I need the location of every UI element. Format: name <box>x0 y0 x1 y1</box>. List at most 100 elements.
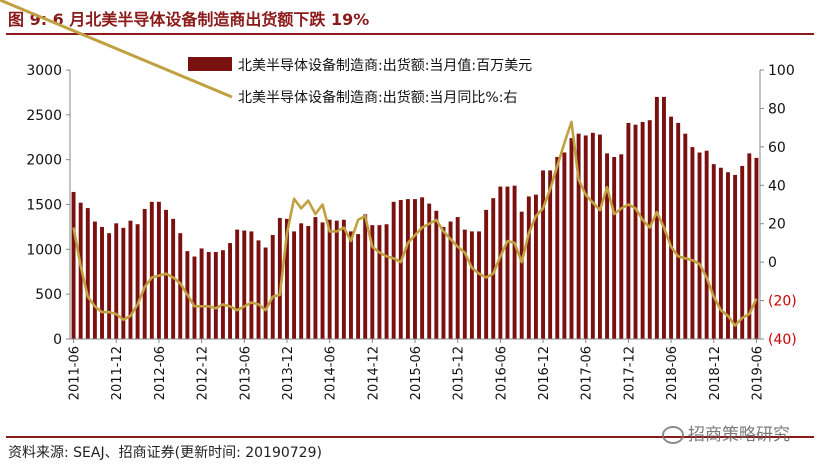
wechat-icon <box>662 426 684 444</box>
x-tick-label: 2014-06 <box>324 346 339 400</box>
x-tick-label: 2012-06 <box>153 346 168 400</box>
bar <box>271 235 275 339</box>
bar <box>648 120 652 339</box>
legend: 北美半导体设备制造商:出货额:当月值:百万美元 北美半导体设备制造商:出货额:当… <box>0 0 532 106</box>
bar <box>420 197 424 339</box>
bar <box>356 234 360 339</box>
bar <box>634 125 638 339</box>
legend-line-label: 北美半导体设备制造商:出货额:当月同比%:右 <box>238 89 517 106</box>
bar <box>584 135 588 339</box>
bar <box>506 187 510 339</box>
x-tick-label: 2018-06 <box>665 346 680 400</box>
right-tick-label: 0 <box>768 255 777 271</box>
bar <box>235 230 239 339</box>
x-tick-label: 2019-06 <box>750 346 765 400</box>
bar <box>520 212 524 339</box>
bar <box>392 202 396 339</box>
bar <box>456 217 460 339</box>
bar <box>249 231 253 339</box>
bar <box>676 123 680 339</box>
axes: 0 500 1000 1500 2000 2500 3000 (40) (20) 0 20 40 60 8… <box>26 63 796 400</box>
bar <box>114 223 118 339</box>
bar <box>385 224 389 339</box>
bar <box>690 147 694 339</box>
bar <box>698 152 702 339</box>
legend-bar-label: 北美半导体设备制造商:出货额:当月值:百万美元 <box>238 57 532 74</box>
bar <box>740 166 744 339</box>
bar <box>93 222 97 339</box>
bar <box>257 240 261 339</box>
bar <box>221 250 225 339</box>
left-tick-label: 2000 <box>26 153 62 169</box>
legend-bar-swatch <box>188 57 232 71</box>
bar <box>377 225 381 339</box>
bar <box>86 208 90 339</box>
x-tick-label: 2013-12 <box>281 346 296 400</box>
x-tick-label: 2016-12 <box>537 346 552 400</box>
bar <box>292 231 296 339</box>
bar <box>562 152 566 339</box>
right-tick-label: 60 <box>768 140 786 156</box>
left-tick-label: 0 <box>53 332 62 348</box>
bar <box>242 231 246 340</box>
x-tick-label: 2014-12 <box>366 346 381 400</box>
bar <box>214 252 218 339</box>
right-tick-label: 100 <box>768 63 795 79</box>
x-tick-label: 2018-12 <box>708 346 723 400</box>
bar <box>612 157 616 339</box>
bar <box>264 248 268 339</box>
x-tick-label: 2016-06 <box>494 346 509 400</box>
bar <box>363 214 367 339</box>
right-tick-label: 40 <box>768 178 786 194</box>
x-tick-label: 2013-06 <box>238 346 253 400</box>
bar <box>434 211 438 339</box>
bar <box>513 186 517 339</box>
bar <box>413 199 417 339</box>
bar <box>207 252 211 339</box>
bar <box>626 123 630 339</box>
x-tick-label: 2017-12 <box>622 346 637 400</box>
right-tick-label: 80 <box>768 101 786 117</box>
right-tick-label: (40) <box>768 332 797 348</box>
bar <box>157 202 161 339</box>
bar <box>555 157 559 339</box>
bar <box>150 202 154 339</box>
bar <box>335 221 339 339</box>
bar <box>754 158 758 339</box>
bar <box>299 223 303 339</box>
bar <box>136 224 140 339</box>
bar <box>100 227 104 339</box>
left-tick-label: 3000 <box>26 63 62 79</box>
x-tick-label: 2015-06 <box>409 346 424 400</box>
bar <box>477 231 481 339</box>
x-tick-label: 2011-06 <box>68 346 83 400</box>
legend-line-swatch <box>0 0 232 97</box>
x-tick-label: 2015-12 <box>452 346 467 400</box>
bar <box>406 199 410 339</box>
bar <box>605 153 609 339</box>
bar <box>442 227 446 339</box>
bar <box>143 209 147 339</box>
bar <box>342 220 346 339</box>
bar <box>463 230 467 339</box>
bar <box>129 221 133 339</box>
bar <box>470 231 474 339</box>
bar <box>72 192 76 339</box>
bar <box>399 200 403 339</box>
left-tick-label: 1500 <box>26 198 62 214</box>
bar <box>313 217 317 339</box>
bar <box>719 168 723 339</box>
bar <box>712 164 716 339</box>
bar <box>641 122 645 339</box>
bar <box>619 154 623 339</box>
bar <box>107 233 111 339</box>
bar <box>484 210 488 339</box>
bar <box>306 226 310 339</box>
watermark-text: 招商策略研究 <box>688 425 790 445</box>
bar <box>228 243 232 339</box>
bar <box>527 196 531 339</box>
x-tick-label: 2017-06 <box>580 346 595 400</box>
bar <box>541 170 545 339</box>
x-tick-label: 2011-12 <box>110 346 125 400</box>
bar <box>733 175 737 339</box>
